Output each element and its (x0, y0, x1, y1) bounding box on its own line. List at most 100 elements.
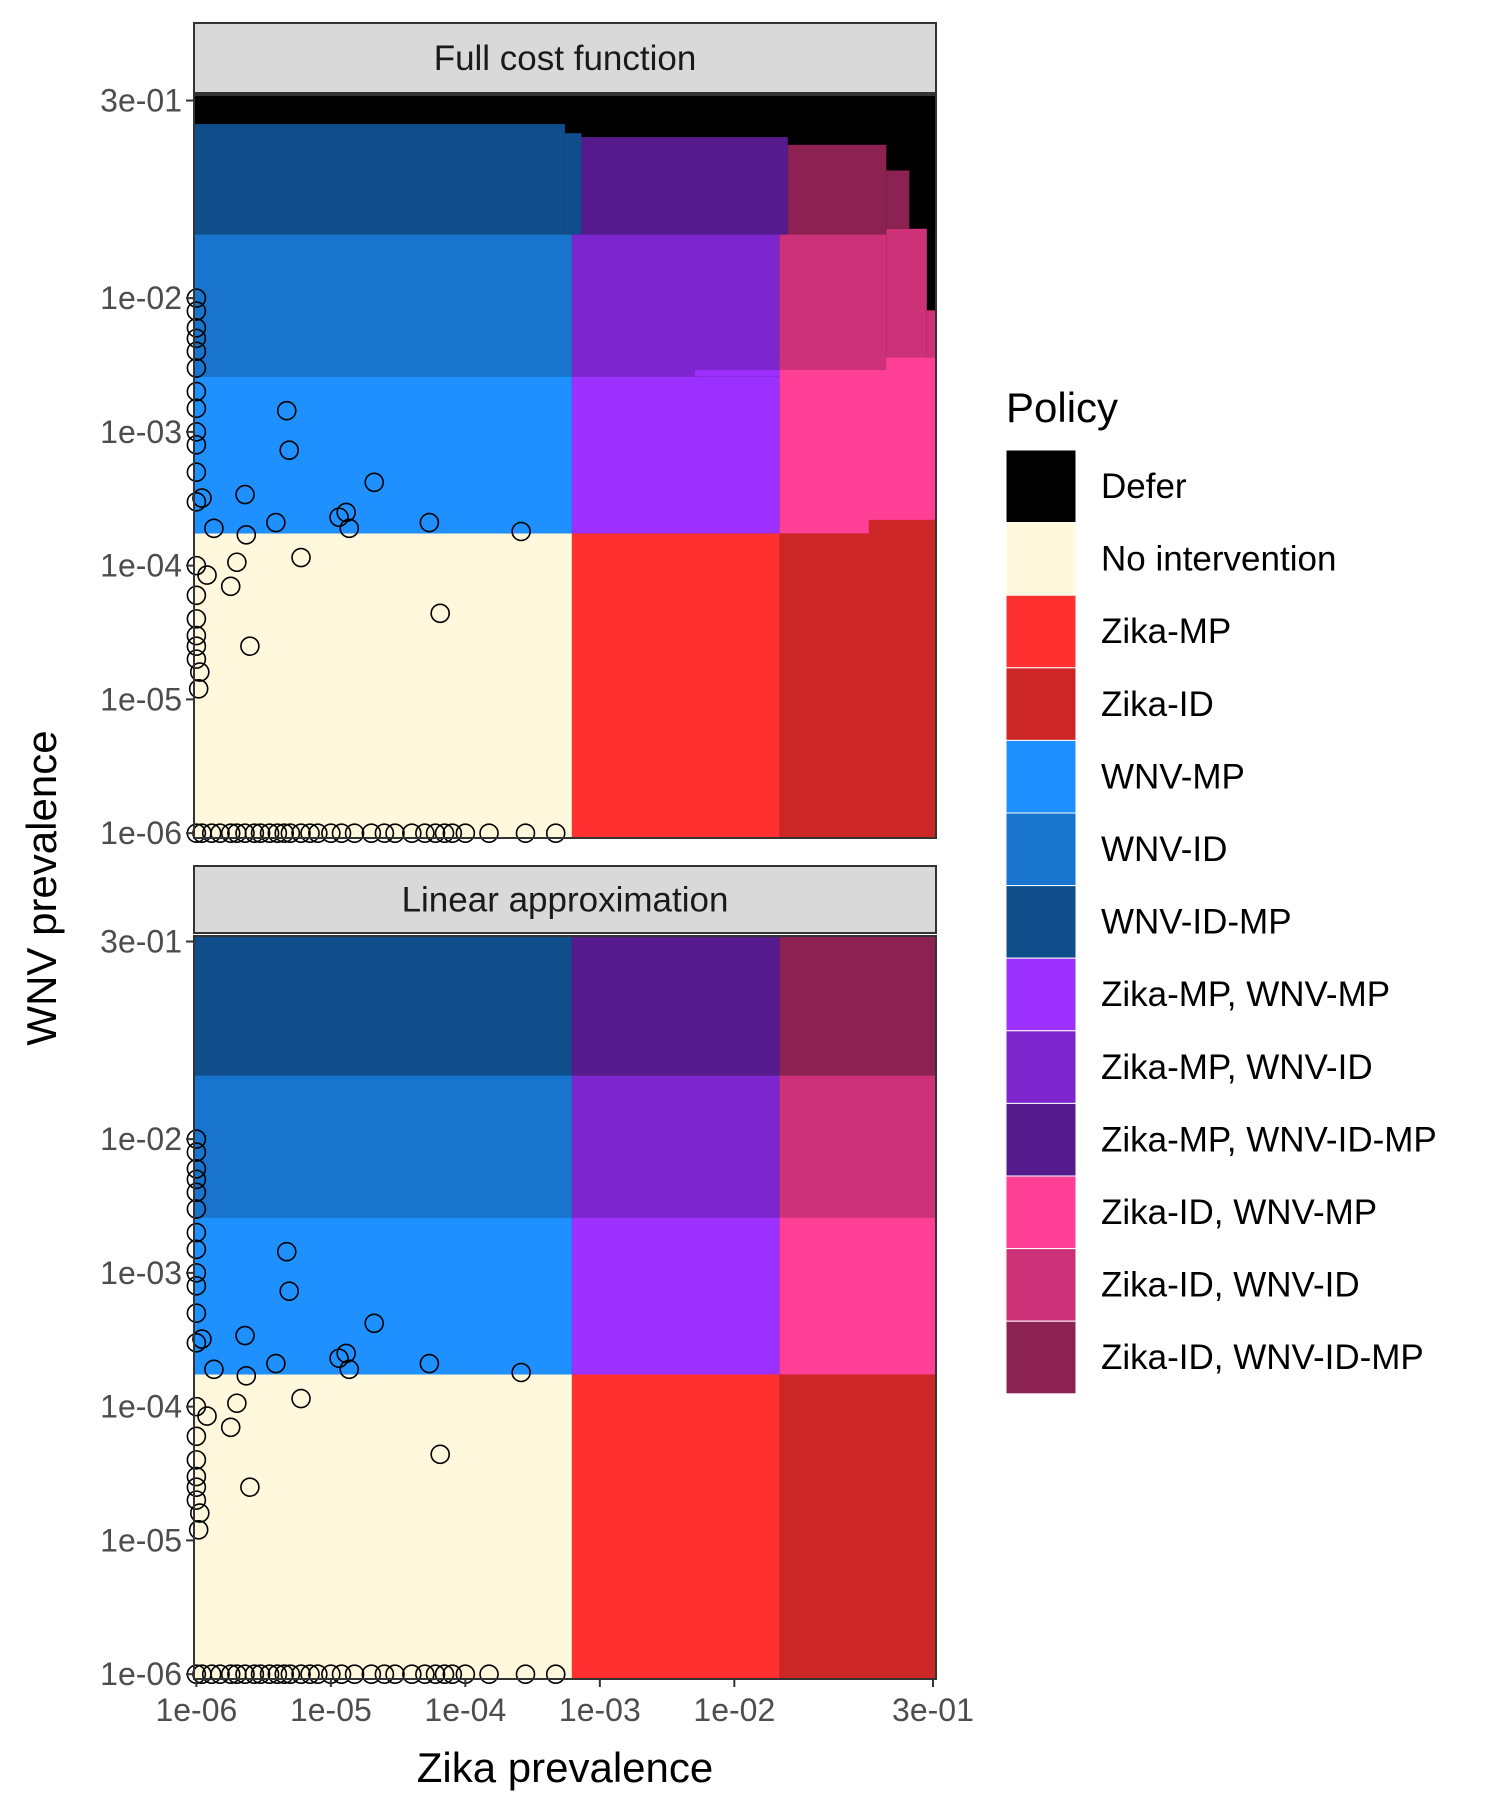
legend-swatch (1005, 1320, 1077, 1395)
data-point (188, 1520, 209, 1540)
data-point (511, 1362, 531, 1383)
region-rect (194, 1075, 572, 1218)
legend-label: Zika-MP (1101, 612, 1231, 651)
data-point (186, 1222, 207, 1243)
legend-label: No intervention (1101, 540, 1336, 579)
data-point (244, 823, 265, 843)
data-point (186, 585, 207, 606)
data-point (220, 1664, 241, 1684)
data-point (280, 823, 301, 843)
data-point (344, 1664, 365, 1684)
data-point (515, 1664, 536, 1684)
legend-label: Zika-MP, WNV-ID-MP (1101, 1120, 1437, 1159)
region-rect (779, 1217, 936, 1375)
data-point (479, 1664, 499, 1684)
data-point (308, 823, 328, 843)
legend-label: Zika-ID, WNV-MP (1101, 1193, 1377, 1232)
data-point (274, 1664, 295, 1684)
data-point (425, 823, 446, 843)
region-rect (886, 170, 910, 229)
region-rect (571, 1374, 780, 1679)
legend-swatch (1005, 885, 1077, 959)
y-tick-label: 1e-02 (100, 1121, 182, 1157)
region-rect (194, 533, 572, 838)
data-point (227, 552, 247, 573)
data-point (240, 636, 260, 656)
data-point (250, 823, 271, 843)
region-rect (571, 376, 780, 534)
data-point (186, 1490, 207, 1510)
region-rect (581, 137, 788, 235)
region-rect (564, 133, 582, 235)
data-point (279, 440, 300, 460)
legend-swatch (1005, 1102, 1077, 1177)
data-point (186, 328, 207, 349)
data-point (276, 400, 297, 421)
data-point (188, 679, 209, 699)
data-point (186, 435, 207, 455)
data-point (291, 1388, 311, 1409)
data-point (192, 1329, 212, 1349)
data-point (235, 484, 255, 505)
region-rect (694, 370, 780, 377)
data-point (189, 1503, 210, 1523)
region-rect (787, 144, 887, 235)
data-point (331, 1664, 352, 1684)
data-point (339, 518, 360, 539)
y-tick-label: 1e-05 (100, 1522, 182, 1558)
data-point (267, 1664, 288, 1684)
data-point (259, 823, 280, 843)
data-point (291, 547, 311, 568)
data-point (402, 823, 422, 843)
region-rect (779, 533, 936, 838)
legend-label: WNV-ID (1101, 830, 1227, 869)
region-rect (886, 228, 927, 358)
data-point (186, 636, 207, 656)
data-point (186, 1276, 207, 1296)
y-tick-label: 1e-03 (100, 414, 182, 450)
data-point (220, 823, 241, 843)
x-tick-label: 1e-05 (290, 1692, 372, 1728)
region-rect (194, 936, 572, 1076)
data-point (300, 1664, 320, 1684)
data-point (186, 625, 207, 646)
region-rect (571, 936, 780, 1076)
legend-swatch (1005, 739, 1077, 814)
legend-label: Zika-ID, WNV-ID (1101, 1266, 1360, 1305)
x-tick-label: 1e-06 (155, 1692, 237, 1728)
data-point (425, 1664, 446, 1684)
x-tick-label: 1e-02 (693, 1692, 775, 1728)
legend-swatch (1005, 594, 1077, 669)
y-axis-title: WNV prevalence (18, 730, 65, 1045)
x-axis-title: Zika prevalence (417, 1744, 713, 1791)
facet-strip (193, 22, 937, 94)
data-point (186, 1182, 207, 1203)
data-point (266, 512, 286, 533)
y-tick-label: 3e-01 (100, 83, 182, 119)
data-point (321, 823, 341, 843)
y-tick-label: 1e-04 (100, 1389, 182, 1425)
data-point (204, 518, 224, 539)
data-point (186, 609, 207, 629)
data-point (419, 512, 440, 533)
y-tick-label: 3e-01 (100, 924, 182, 960)
legend-swatch (1005, 1175, 1077, 1250)
data-point (235, 1664, 255, 1684)
region-rect (779, 357, 936, 534)
y-tick-label: 1e-05 (100, 681, 182, 717)
data-point (364, 1313, 385, 1334)
data-point (339, 1359, 360, 1380)
y-tick-label: 1e-02 (100, 280, 182, 316)
data-point (344, 823, 365, 843)
region-rect (194, 1217, 572, 1375)
legend-title: Policy (1006, 384, 1118, 431)
region-rect (571, 234, 695, 377)
data-point (186, 341, 207, 362)
legend-swatch (1005, 957, 1077, 1032)
data-point (442, 1664, 463, 1684)
data-point (434, 823, 455, 843)
data-point (236, 525, 257, 545)
y-tick-label: 1e-06 (100, 815, 182, 851)
data-point (186, 1303, 207, 1323)
